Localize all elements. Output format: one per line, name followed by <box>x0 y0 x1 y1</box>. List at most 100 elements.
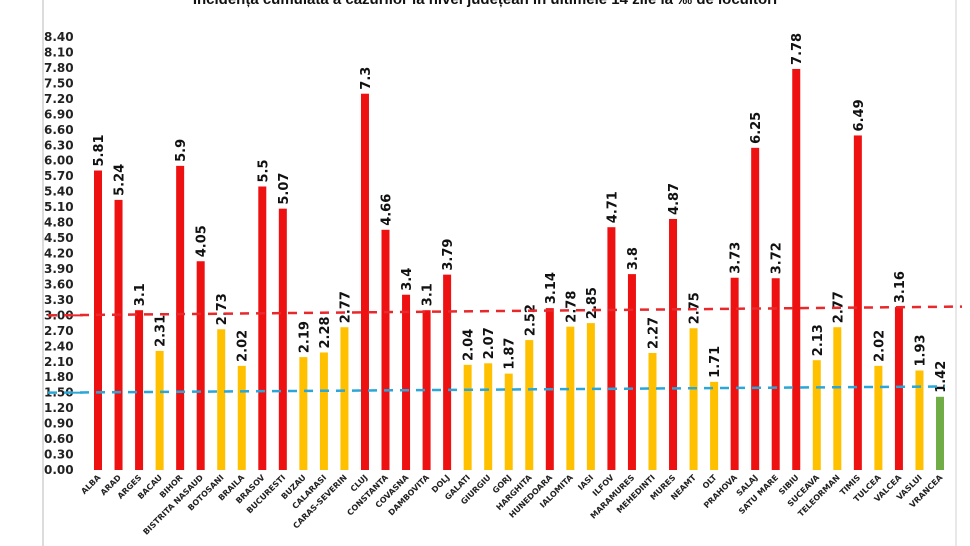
bar-galati <box>463 364 472 470</box>
y-tick-label: 0.30 <box>44 448 74 462</box>
y-tick-label: 1.20 <box>44 401 74 415</box>
y-tick-label: 5.10 <box>44 200 74 214</box>
bar-covasna <box>402 294 411 470</box>
data-label: 2.78 <box>564 291 579 323</box>
x-tick-label: OLT <box>701 473 719 491</box>
y-tick-label: 1.80 <box>44 370 74 384</box>
data-label: 1.93 <box>913 334 928 366</box>
bar-tulcea <box>874 365 883 470</box>
y-tick-label: 6.30 <box>44 138 74 152</box>
threshold-line-1-5 <box>47 385 946 394</box>
data-label: 5.24 <box>113 164 128 196</box>
data-label: 6.25 <box>749 112 764 144</box>
data-label: 3.14 <box>544 272 559 304</box>
data-label: 3.72 <box>770 242 785 274</box>
y-tick-label: 4.20 <box>44 247 74 261</box>
bar-constanta <box>381 229 390 470</box>
bar-braila <box>237 365 246 470</box>
bar-bucuresti <box>278 208 287 470</box>
y-tick-label: 2.10 <box>44 355 74 369</box>
y-tick-label: 0.90 <box>44 417 74 431</box>
bar-brasov <box>258 186 267 470</box>
bar-timis <box>853 135 862 471</box>
data-label: 2.04 <box>462 329 477 361</box>
data-label: 3.1 <box>133 283 148 306</box>
y-tick-label: 7.80 <box>44 61 74 75</box>
bar-buzau <box>299 357 308 470</box>
bar-bacau <box>155 350 164 470</box>
data-label: 2.02 <box>872 330 887 362</box>
data-label: 4.87 <box>667 183 682 215</box>
data-label: 2.31 <box>154 315 169 347</box>
bar-arad <box>114 199 123 470</box>
y-tick-label: 7.20 <box>44 92 74 106</box>
data-label: 3.4 <box>400 268 415 291</box>
data-label: 5.07 <box>277 173 292 205</box>
y-tick-label: 7.50 <box>44 76 74 90</box>
data-label: 4.71 <box>605 191 620 223</box>
bar-suceava <box>812 360 821 470</box>
bar-satu-mare <box>771 278 780 470</box>
data-label: 3.8 <box>626 247 641 270</box>
bar-olt <box>710 381 719 470</box>
bar-harghita <box>525 340 534 470</box>
y-tick-label: 6.60 <box>44 123 74 137</box>
data-label: 2.07 <box>482 327 497 359</box>
bar-mures <box>669 218 678 470</box>
threshold-line-3 <box>47 305 963 317</box>
y-tick-label: 8.10 <box>44 45 74 59</box>
data-label: 1.87 <box>503 338 518 370</box>
bar-sibiu <box>792 68 801 470</box>
data-label: 5.81 <box>92 134 107 166</box>
y-tick-label: 2.40 <box>44 339 74 353</box>
bar-neamt <box>689 328 698 470</box>
y-tick-label: 5.70 <box>44 169 74 183</box>
bar-bihor <box>176 165 185 470</box>
bar-dolj <box>443 274 452 470</box>
bar-iasi <box>586 323 595 470</box>
data-label: 1.42 <box>934 361 949 393</box>
data-label: 6.49 <box>852 99 867 131</box>
data-label: 3.73 <box>729 242 744 274</box>
y-tick-label: 6.00 <box>44 154 74 168</box>
bar-botosani <box>217 329 226 470</box>
y-tick-label: 3.00 <box>44 308 74 322</box>
y-tick-label: 3.30 <box>44 293 74 307</box>
y-tick-label: 6.90 <box>44 107 74 121</box>
data-label: 3.79 <box>441 239 456 271</box>
data-label: 3.1 <box>421 283 436 306</box>
bar-caras-severin <box>340 327 349 470</box>
y-tick-label: 3.90 <box>44 262 74 276</box>
y-tick-label: 3.60 <box>44 277 74 291</box>
data-label: 1.71 <box>708 346 723 378</box>
data-label: 2.85 <box>585 287 600 319</box>
data-label: 5.5 <box>256 159 271 182</box>
bar-alba <box>94 170 102 470</box>
y-tick-label: 4.80 <box>44 216 74 230</box>
data-label: 4.05 <box>195 225 210 257</box>
y-tick-label: 0.60 <box>44 432 74 446</box>
bar-mehedinti <box>648 352 657 470</box>
data-label: 2.73 <box>215 293 230 325</box>
bar-valcea <box>894 307 903 470</box>
bar-gorj <box>504 373 513 470</box>
bar-calarasi <box>319 352 328 470</box>
data-label: 2.13 <box>811 324 826 356</box>
bar-ialomita <box>566 326 575 470</box>
data-label: 2.27 <box>646 317 661 349</box>
data-label: 4.66 <box>380 194 395 226</box>
data-label: 2.02 <box>236 330 251 362</box>
bar-arges <box>135 310 144 470</box>
bar-ilfov <box>607 227 616 470</box>
data-label: 7.78 <box>790 33 805 65</box>
bar-vrancea <box>936 396 944 470</box>
y-tick-label: 5.40 <box>44 185 74 199</box>
bar-teleorman <box>833 327 842 470</box>
bar-bistrita-nasaud <box>196 261 205 470</box>
y-tick-label: 2.70 <box>44 324 74 338</box>
y-tick-label: 4.50 <box>44 231 74 245</box>
bar-dambovita <box>422 310 431 470</box>
data-label: 3.16 <box>893 271 908 303</box>
bar-vaslui <box>915 370 924 470</box>
data-label: 5.9 <box>174 139 189 162</box>
